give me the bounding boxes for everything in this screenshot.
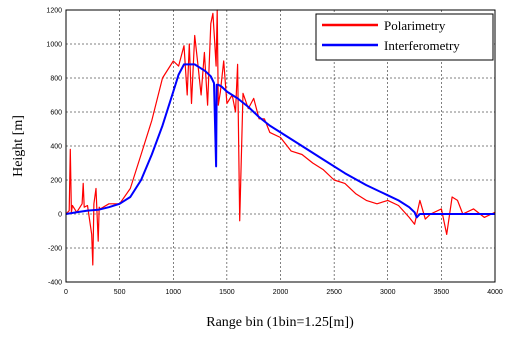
legend-label-interferometry: Interferometry [384, 38, 460, 53]
y-tick-label: 1200 [46, 8, 62, 15]
y-tick-label: 1000 [46, 42, 62, 49]
tick-labels: 0 500 1000 1500 2000 2500 3000 3500 4000-400-200… [46, 8, 502, 297]
legend: Polarimetry Interferometry [315, 13, 494, 61]
y-tick-label: 0 [58, 212, 62, 219]
y-tick-label: -400 [48, 280, 62, 287]
plot-frame [65, 9, 496, 283]
legend-label-polarimetry: Polarimetry [384, 18, 446, 33]
y-tick-label: 400 [50, 144, 62, 151]
series-line-interferometry [65, 63, 495, 219]
y-tick-label: 800 [50, 76, 62, 83]
y-tick-label: 200 [50, 178, 62, 185]
x-tick-label: 0 [64, 289, 68, 296]
y-tick-label: 600 [50, 110, 62, 117]
y-axis-title: Height [m] [11, 115, 26, 177]
x-tick-label: 3500 [434, 289, 450, 296]
x-tick-label: 1000 [165, 289, 181, 296]
x-tick-label: 4000 [487, 289, 503, 296]
legend-box [315, 13, 494, 61]
x-tick-label: 2000 [273, 289, 289, 296]
y-tick-label: -200 [48, 246, 62, 253]
x-tick-label: 1500 [219, 289, 235, 296]
x-tick-label: 2500 [326, 289, 342, 296]
x-tick-label: 500 [114, 289, 126, 296]
x-tick-label: 3000 [380, 289, 396, 296]
x-axis-title: Range bin (1bin=1.25[m]) [206, 315, 354, 330]
